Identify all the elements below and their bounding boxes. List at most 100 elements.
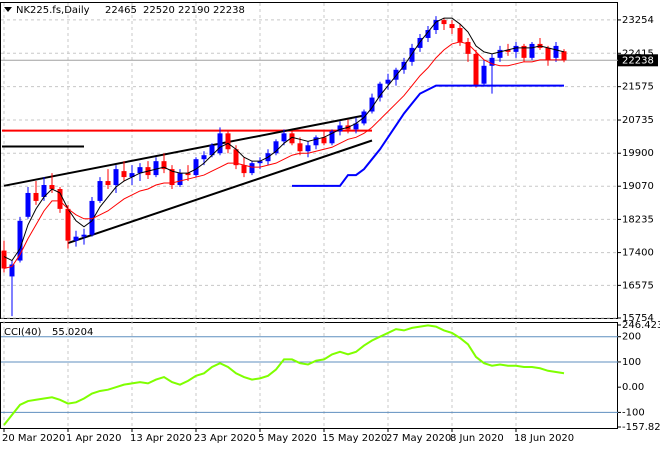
candle-body [121,171,127,178]
candle-body [441,20,447,25]
candle-body [137,167,143,174]
candle-body [337,125,343,132]
candle-body [201,155,207,160]
candle-body [41,185,47,197]
candle-body [289,133,295,144]
candle-body [241,165,247,174]
header-open: 22465 [105,5,137,16]
candle-body [433,20,439,31]
y-tick-label: 19900 [622,148,654,159]
candle-body [233,149,239,166]
candle-body [105,181,111,186]
candle-body [313,137,319,146]
candle-body [553,45,559,58]
candle-body [73,236,79,241]
chart-title: NK225.fs,Daily [16,5,90,16]
candle-body [217,133,223,154]
candle-body [329,131,335,144]
candle-body [153,161,159,176]
candle-body [113,169,119,186]
current-price-box [618,54,658,67]
trend-line [3,114,365,187]
x-tick-label: 8 Jun 2020 [450,433,504,444]
candle-body [417,37,423,48]
indicator-line [3,17,565,262]
candle-body [1,250,7,269]
y-tick-label: 22415 [622,48,654,59]
y-tick-label: 15754 [622,313,654,324]
y-tick-label: 18235 [622,214,654,225]
candle-body [353,123,359,130]
candle-body [449,24,455,29]
header-close: 22238 [213,5,245,16]
candle-body [513,45,519,52]
trend-line [67,139,373,244]
x-tick-label: 1 Apr 2020 [66,433,121,444]
candle-body [561,51,567,61]
y-tick-label: 246.4235 [622,320,660,331]
candle-body [481,65,487,84]
x-tick-label: 15 May 2020 [322,433,387,444]
indicator-line [292,84,564,187]
candle-body [17,220,23,261]
candle-body [465,41,471,54]
candle-body [473,53,479,86]
candle-body [185,173,191,176]
candle-body [321,137,327,144]
candle-body [377,83,383,98]
y-tick-label: 21575 [622,82,654,93]
candle-body [33,192,39,201]
y-tick-label: -157.8220 [622,422,660,433]
candle-body [521,45,527,58]
candle-body [425,30,431,38]
x-tick-label: 20 Mar 2020 [2,433,65,444]
candle-body [457,28,463,42]
candle-body [169,169,175,186]
candle-body [409,47,415,62]
y-tick-label: 0.00 [622,382,644,393]
cci-title: CCI(40) [4,327,42,338]
candle-body [305,145,311,152]
candle-body [25,192,31,217]
y-tick-label: 200 [622,332,641,343]
candle-body [193,159,199,176]
candle-body [505,49,511,52]
y-tick-label: 100 [622,357,641,368]
x-tick-label: 23 Apr 2020 [194,433,256,444]
candle-body [385,79,391,84]
candle-body [89,200,95,235]
y-tick-label: 16575 [622,280,654,291]
candle-body [161,161,167,170]
candle-body [393,69,399,80]
header-high: 22520 [143,5,175,16]
candle-body [529,43,535,58]
candle-body [57,188,63,209]
candle-body [497,49,503,58]
x-tick-label: 27 May 2020 [386,433,451,444]
current-price-label: 22238 [622,55,654,66]
candle-body [297,143,303,152]
candle-body [249,163,255,174]
header-low: 22190 [178,5,210,16]
candle-body [49,185,55,189]
candle-body [81,234,87,237]
candle-body [9,264,15,277]
y-tick-label: -100 [622,407,645,418]
candle-body [369,97,375,112]
candle-body [225,133,231,150]
x-tick-label: 13 Apr 2020 [130,433,192,444]
candle-body [65,208,71,241]
candle-body [273,141,279,154]
cci-current-value: 55.0204 [52,327,93,338]
y-tick-label: 19070 [622,181,654,192]
candle-body [209,145,215,156]
cci-panel-frame [0,322,618,429]
x-tick-label: 5 May 2020 [258,433,317,444]
x-tick-label: 18 Jun 2020 [514,433,574,444]
cci-line [3,324,565,426]
indicator-line [3,41,564,269]
candle-body [177,173,183,186]
candle-body [257,161,263,164]
candle-body [545,47,551,60]
